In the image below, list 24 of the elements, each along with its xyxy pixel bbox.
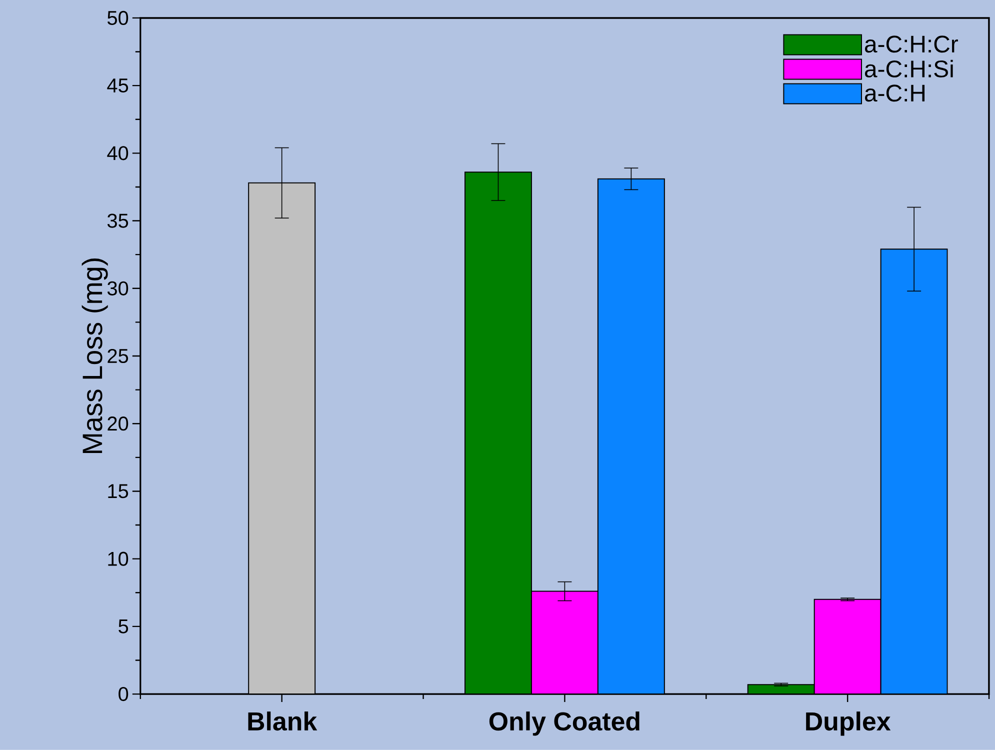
bar [814,598,882,694]
y-tick-label: 40 [107,146,128,160]
y-tick-label: 25 [108,348,128,364]
bar [597,178,665,694]
legend-label: a-C:H:Si [864,60,953,78]
bar [464,172,532,694]
bar [880,248,948,694]
legend-label: a-C:H:Cr [864,36,958,53]
y-tick-label: 45 [107,78,128,93]
y-tick-label: 0 [118,687,128,702]
y-tick-label: 5 [118,620,128,634]
x-tick-label: Blank [248,712,318,731]
y-tick-label: 30 [107,281,128,296]
bar [747,684,815,694]
y-tick-label: 15 [108,484,128,498]
y-tick-label: 50 [108,10,128,26]
x-tick-label: Only Coated [489,712,640,736]
x-tick-label: Duplex [806,712,891,736]
y-tick-label: 35 [107,214,128,228]
bar [530,590,598,694]
y-axis-title: Mass Loss (mg) [82,258,108,454]
y-tick-label: 10 [108,552,128,566]
y-tick-label: 20 [108,416,128,431]
legend-label: a-C:H [864,84,925,102]
